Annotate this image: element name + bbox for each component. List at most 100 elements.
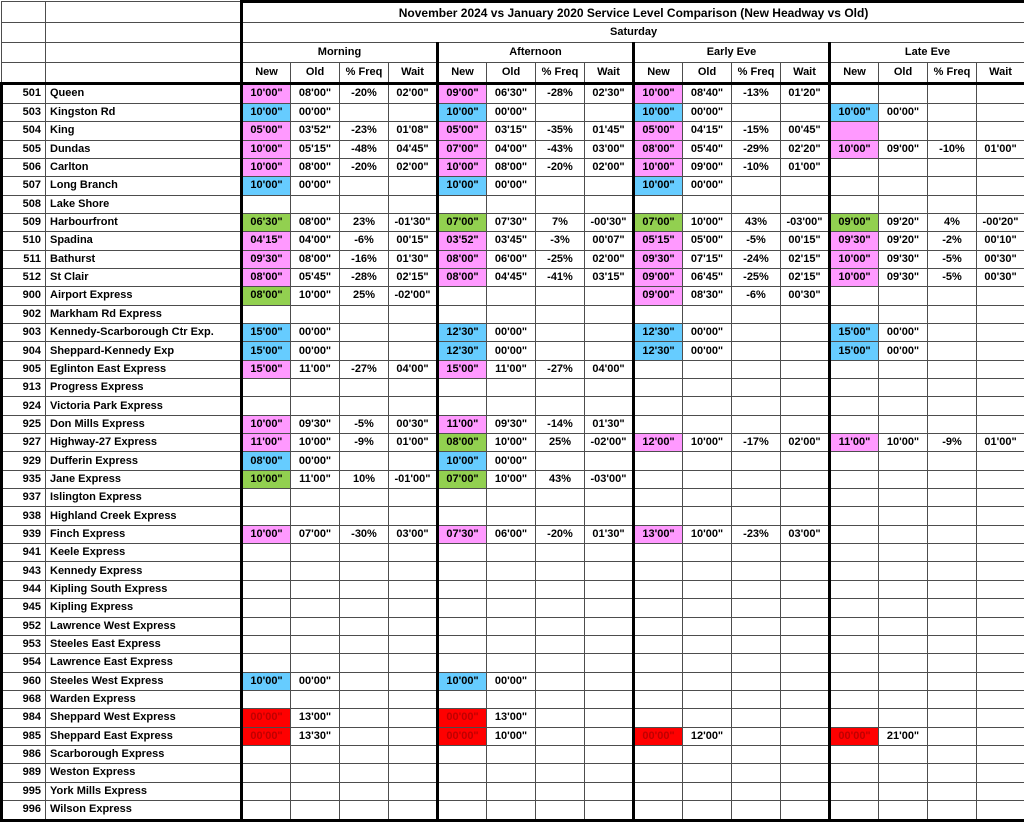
data-cell (388, 488, 438, 508)
data-cell: 02'20" (780, 139, 830, 159)
data-cell: 12'00" (682, 726, 732, 746)
data-cell: 10'00" (436, 157, 487, 178)
data-cell (975, 286, 1024, 306)
data-cell: 10'00" (436, 176, 487, 196)
data-cell: 02'30" (584, 83, 634, 104)
data-cell: 13'00" (632, 524, 683, 545)
data-cell (584, 744, 634, 765)
route-row-927: 927 Highway-27 Express 11'00" 10'00" -9% 01'0… (0, 433, 1024, 453)
data-cell (731, 561, 781, 581)
data-cell: -15% (731, 121, 781, 141)
data-cell (584, 102, 634, 123)
data-cell (878, 451, 928, 471)
data-cell (632, 579, 683, 600)
route-row-903: 903 Kennedy-Scarborough Ctr Exp. 15'00" 00'… (0, 322, 1024, 343)
data-cell (682, 506, 732, 526)
data-cell (388, 102, 438, 123)
data-cell (878, 286, 928, 306)
data-cell: -35% (535, 121, 585, 141)
data-cell: 06'45" (682, 267, 732, 288)
data-cell (828, 359, 879, 380)
data-cell (878, 689, 928, 710)
data-cell (828, 176, 879, 196)
route-name-cell: Carlton (45, 157, 242, 178)
data-cell (290, 598, 340, 618)
data-cell: 10% (339, 469, 389, 490)
data-cell (339, 176, 389, 196)
data-cell: 15'00" (828, 322, 879, 343)
route-row-941: 941 Keele Express (0, 543, 1024, 563)
data-cell (339, 781, 389, 801)
period-header-afternoon: Afternoon (436, 42, 634, 63)
route-number-cell: 939 (0, 524, 46, 545)
route-row-512: 512 St Clair 08'00" 05'45" -28% 02'15" 08'00" 0… (0, 267, 1024, 288)
data-cell: 00'00" (240, 708, 291, 728)
data-cell: 00'00" (682, 176, 732, 196)
data-cell (878, 304, 928, 325)
data-cell: -6% (339, 231, 389, 251)
data-cell: 10'00" (632, 176, 683, 196)
route-row-501: 501 Queen 10'00" 08'00" -20% 02'00" 09'00" 06'3… (0, 83, 1024, 104)
data-cell (240, 763, 291, 783)
data-cell (388, 378, 438, 398)
data-cell: 07'30" (486, 212, 536, 233)
data-cell (535, 579, 585, 600)
data-cell: -20% (339, 83, 389, 104)
data-cell (975, 304, 1024, 325)
route-name-cell: Victoria Park Express (45, 396, 242, 416)
route-number-cell: 938 (0, 506, 46, 526)
data-cell: -41% (535, 267, 585, 288)
data-cell (878, 763, 928, 783)
data-cell (682, 781, 732, 801)
data-cell (878, 799, 928, 822)
data-cell (780, 781, 830, 801)
data-cell (682, 359, 732, 380)
data-cell (878, 744, 928, 765)
blank-cell (45, 42, 242, 63)
data-cell (632, 763, 683, 783)
route-number-cell: 903 (0, 322, 46, 343)
data-cell (780, 653, 830, 673)
data-cell: 04'15" (682, 121, 732, 141)
data-cell (632, 451, 683, 471)
data-cell (682, 194, 732, 214)
data-cell (486, 396, 536, 416)
data-cell (388, 708, 438, 728)
route-row-944: 944 Kipling South Express (0, 579, 1024, 600)
data-cell (975, 322, 1024, 343)
data-cell: 01'30" (388, 249, 438, 269)
data-cell: 43% (731, 212, 781, 233)
data-cell (975, 176, 1024, 196)
data-cell (878, 653, 928, 673)
data-cell (828, 304, 879, 325)
data-cell (731, 322, 781, 343)
data-cell (584, 763, 634, 783)
data-cell: 04'00" (290, 231, 340, 251)
data-cell: 05'45" (290, 267, 340, 288)
data-cell (975, 451, 1024, 471)
route-name-cell: Kipling South Express (45, 579, 242, 600)
route-number-cell: 929 (0, 451, 46, 471)
data-cell (878, 708, 928, 728)
data-cell (436, 286, 487, 306)
route-row-938: 938 Highland Creek Express (0, 506, 1024, 526)
data-cell: 21'00" (878, 726, 928, 746)
data-cell: 00'00" (436, 726, 487, 746)
data-cell: 10'00" (486, 726, 536, 746)
data-cell (780, 488, 830, 508)
data-cell: 25% (339, 286, 389, 306)
data-cell (927, 561, 977, 581)
data-cell: 01'00" (975, 139, 1024, 159)
data-cell (828, 286, 879, 306)
data-cell (290, 396, 340, 416)
data-cell (388, 689, 438, 710)
data-cell: -24% (731, 249, 781, 269)
data-cell (828, 653, 879, 673)
data-cell: 10'00" (682, 524, 732, 545)
data-cell (927, 671, 977, 691)
data-cell: 08'00" (290, 157, 340, 178)
data-cell (731, 396, 781, 416)
data-cell (927, 506, 977, 526)
day-row: Saturday (1, 22, 1024, 43)
data-cell (535, 451, 585, 471)
